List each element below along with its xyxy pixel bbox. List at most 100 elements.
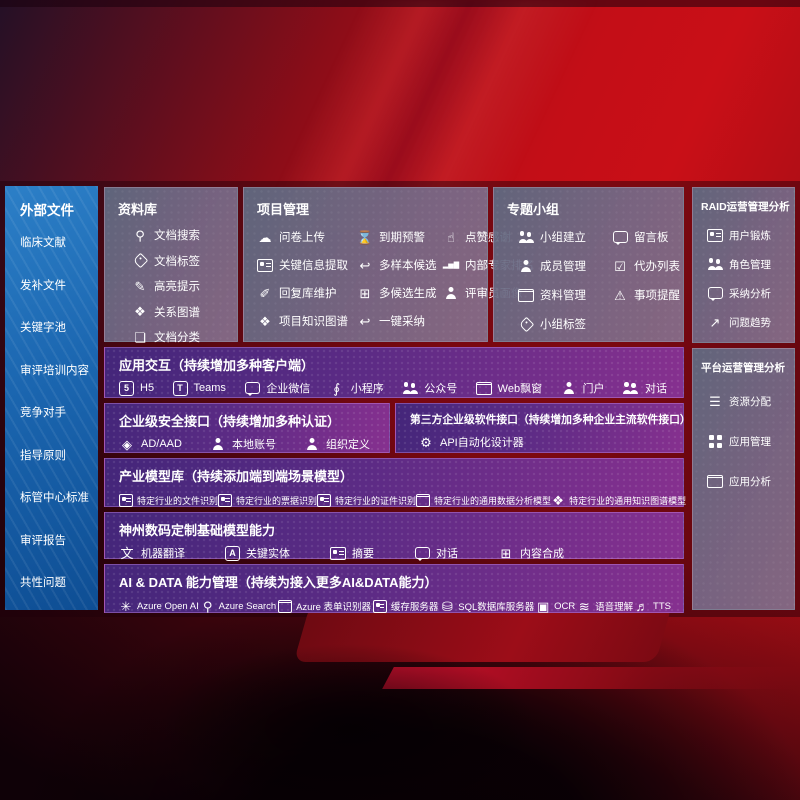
feature-item-label: 代办列表 bbox=[634, 261, 680, 273]
resource-allocate-icon: ☰ bbox=[709, 393, 721, 409]
feature-item-label: 门户 bbox=[582, 383, 605, 395]
raid-analysis-list: 用户锻炼角色管理采纳分析 ↗ 问题趋势 bbox=[693, 214, 794, 330]
feature-item: ↗ 问题趋势 bbox=[707, 314, 794, 330]
feature-item: 5 H5 bbox=[119, 380, 155, 396]
feature-item: ✳ Azure Open AI bbox=[119, 598, 199, 614]
portal-icon bbox=[561, 380, 577, 396]
feature-item-label: 用户锻炼 bbox=[729, 229, 771, 242]
feature-item: 标管中心标准 bbox=[20, 489, 94, 505]
feature-item: ♬ TTS bbox=[635, 598, 671, 614]
row-base-models: 神州数码定制基础模型能力 文机器翻译 A 关键实体 摘要 对话 ⊞ 内容合成 bbox=[104, 512, 684, 561]
feature-item: ☑ 代办列表 bbox=[612, 258, 680, 274]
feature-item-label: 高亮提示 bbox=[154, 281, 200, 293]
feature-item: ⚠ 事项提醒 bbox=[612, 287, 680, 303]
feature-item-label: 摘要 bbox=[352, 548, 374, 560]
idcard-recognition-icon bbox=[317, 492, 332, 508]
feature-item-label: 内容合成 bbox=[520, 548, 564, 560]
ocr-icon: ▣ bbox=[537, 598, 550, 614]
app-analysis-icon bbox=[707, 473, 723, 489]
panel-title: 外部文件 bbox=[20, 203, 74, 218]
feature-item: 关键字池 bbox=[20, 319, 94, 335]
feature-item-label: 文档搜索 bbox=[154, 230, 200, 242]
feature-item: 门户 bbox=[561, 380, 605, 396]
feature-item-label: 应用分析 bbox=[729, 475, 771, 488]
feature-item-label: TTS bbox=[653, 600, 671, 612]
feature-item: ↩ 一键采纳 bbox=[357, 313, 443, 329]
feature-item: 企业微信 bbox=[244, 380, 310, 396]
background-top-strip bbox=[0, 0, 800, 7]
feature-item-label: H5 bbox=[140, 382, 155, 394]
feature-item: ❖ 特定行业的通用知识图谱模型 bbox=[551, 492, 686, 508]
base-models-list: 文机器翻译 A 关键实体 摘要 对话 ⊞ 内容合成 bbox=[119, 545, 671, 561]
reviewer-person-icon bbox=[443, 285, 459, 301]
feature-item: 角色管理 bbox=[707, 256, 794, 272]
feature-item-label: 标管中心标准 bbox=[20, 492, 89, 504]
dialog-icon bbox=[623, 380, 639, 396]
feature-item-label: 项目知识图谱 bbox=[279, 316, 348, 328]
feature-item-label: 组织定义 bbox=[325, 439, 370, 451]
feature-item-label: Web飘窗 bbox=[497, 383, 543, 395]
feature-item: ❖ 关系图谱 bbox=[132, 304, 237, 320]
feature-item: ⚙ API自动化设计器 bbox=[418, 434, 524, 450]
feature-item: 审评培训内容 bbox=[20, 362, 94, 378]
feature-item: 关键信息提取 bbox=[257, 257, 357, 273]
feature-item-label: 关键字池 bbox=[20, 322, 66, 334]
project-management-grid: ☁问卷上传⌛到期预警☝点赞感谢关键信息提取↩多样本候选▂▅▇内部专家排名✐回复库… bbox=[244, 218, 534, 329]
tts-icon: ♬ bbox=[635, 598, 649, 614]
panel-external-files: 外部文件 临床文献 发补文件 关键字池 审评培训内容 竞争对手 指导原则 标管中心标准 审评报… bbox=[5, 186, 98, 610]
panel-project-management: 项目管理 ☁问卷上传⌛到期预警☝点赞感谢关键信息提取↩多样本候选▂▅▇内部专家排… bbox=[243, 187, 534, 342]
feature-item-label: Azure 表单识别器 bbox=[296, 602, 372, 613]
feature-item: ☁ 问卷上传 bbox=[257, 229, 357, 245]
feature-item: 摘要 bbox=[330, 545, 374, 561]
feature-item: T Teams bbox=[172, 380, 226, 396]
doc-tag-icon bbox=[132, 252, 148, 269]
feature-item-label: 特定行业的通用知识图谱模型 bbox=[569, 495, 687, 506]
teams-icon: T bbox=[172, 380, 188, 396]
feature-item-label: 临床文献 bbox=[20, 237, 66, 249]
feature-item: 共性问题 bbox=[20, 574, 94, 590]
rank-chart-icon: ▂▅▇ bbox=[442, 261, 460, 269]
feature-item: 发补文件 bbox=[20, 277, 94, 293]
feature-item: ≋ 语音理解 bbox=[577, 598, 633, 614]
feature-item-label: 企业微信 bbox=[266, 383, 311, 395]
relation-graph-icon: ❖ bbox=[134, 304, 146, 319]
feature-item: 缓存服务器 bbox=[372, 598, 439, 614]
feature-item: ⌛ 到期预警 bbox=[357, 229, 443, 245]
row-title: 产业模型库（持续添加端到端场景模型） bbox=[119, 469, 354, 484]
user-card-icon bbox=[707, 227, 723, 243]
feature-item: Web飘窗 bbox=[475, 380, 543, 396]
feature-item-label: 缓存服务器 bbox=[390, 602, 439, 613]
feature-item: 小组建立 bbox=[518, 229, 612, 245]
issue-trend-icon: ↗ bbox=[709, 314, 721, 330]
feature-item: ✐ 回复库维护 bbox=[257, 285, 357, 301]
feature-item-label: 共性问题 bbox=[20, 577, 66, 589]
feature-item: 特定行业的票据识别 bbox=[218, 492, 317, 508]
feature-item: 本地账号 bbox=[210, 436, 276, 452]
feature-item: 对话 bbox=[414, 545, 458, 561]
member-manage-icon bbox=[518, 258, 534, 274]
feature-item-label: Azure Open AI bbox=[137, 600, 199, 612]
adopt-analysis-icon bbox=[707, 285, 723, 301]
feature-item: ↩ 多样本候选 bbox=[357, 257, 443, 273]
feature-item-label: 一键采纳 bbox=[379, 316, 425, 328]
feature-item-label: 审评培训内容 bbox=[20, 364, 89, 377]
panel-raid-analysis: RAID运营管理分析 用户锻炼 角色管理 采纳分析 ↗ 问题趋势 bbox=[692, 187, 795, 343]
row-title: AI & DATA 能力管理（持续为接入更多AI&DATA能力） bbox=[119, 575, 438, 590]
feature-item: ⚲ 文档搜索 bbox=[132, 227, 237, 243]
feature-item: 应用分析 bbox=[707, 473, 794, 489]
feature-item: 留言板 bbox=[612, 229, 680, 245]
wecom-icon bbox=[244, 380, 260, 396]
feature-item-label: AD/AAD bbox=[141, 438, 182, 450]
feature-item-label: 公众号 bbox=[424, 383, 458, 395]
feature-item-label: 小组建立 bbox=[540, 232, 586, 244]
info-extract-icon bbox=[257, 257, 273, 273]
feature-item: ⚲ Azure Search bbox=[201, 598, 276, 614]
row-title: 神州数码定制基础模型能力 bbox=[119, 523, 276, 538]
feature-item: 采纳分析 bbox=[707, 285, 794, 301]
feature-item: 文机器翻译 bbox=[119, 545, 185, 561]
feature-item-label: API自动化设计器 bbox=[440, 437, 524, 449]
form-recognizer-icon bbox=[278, 598, 293, 614]
feature-item-label: 成员管理 bbox=[540, 261, 586, 273]
reply-arrow-icon: ↩ bbox=[359, 257, 371, 273]
